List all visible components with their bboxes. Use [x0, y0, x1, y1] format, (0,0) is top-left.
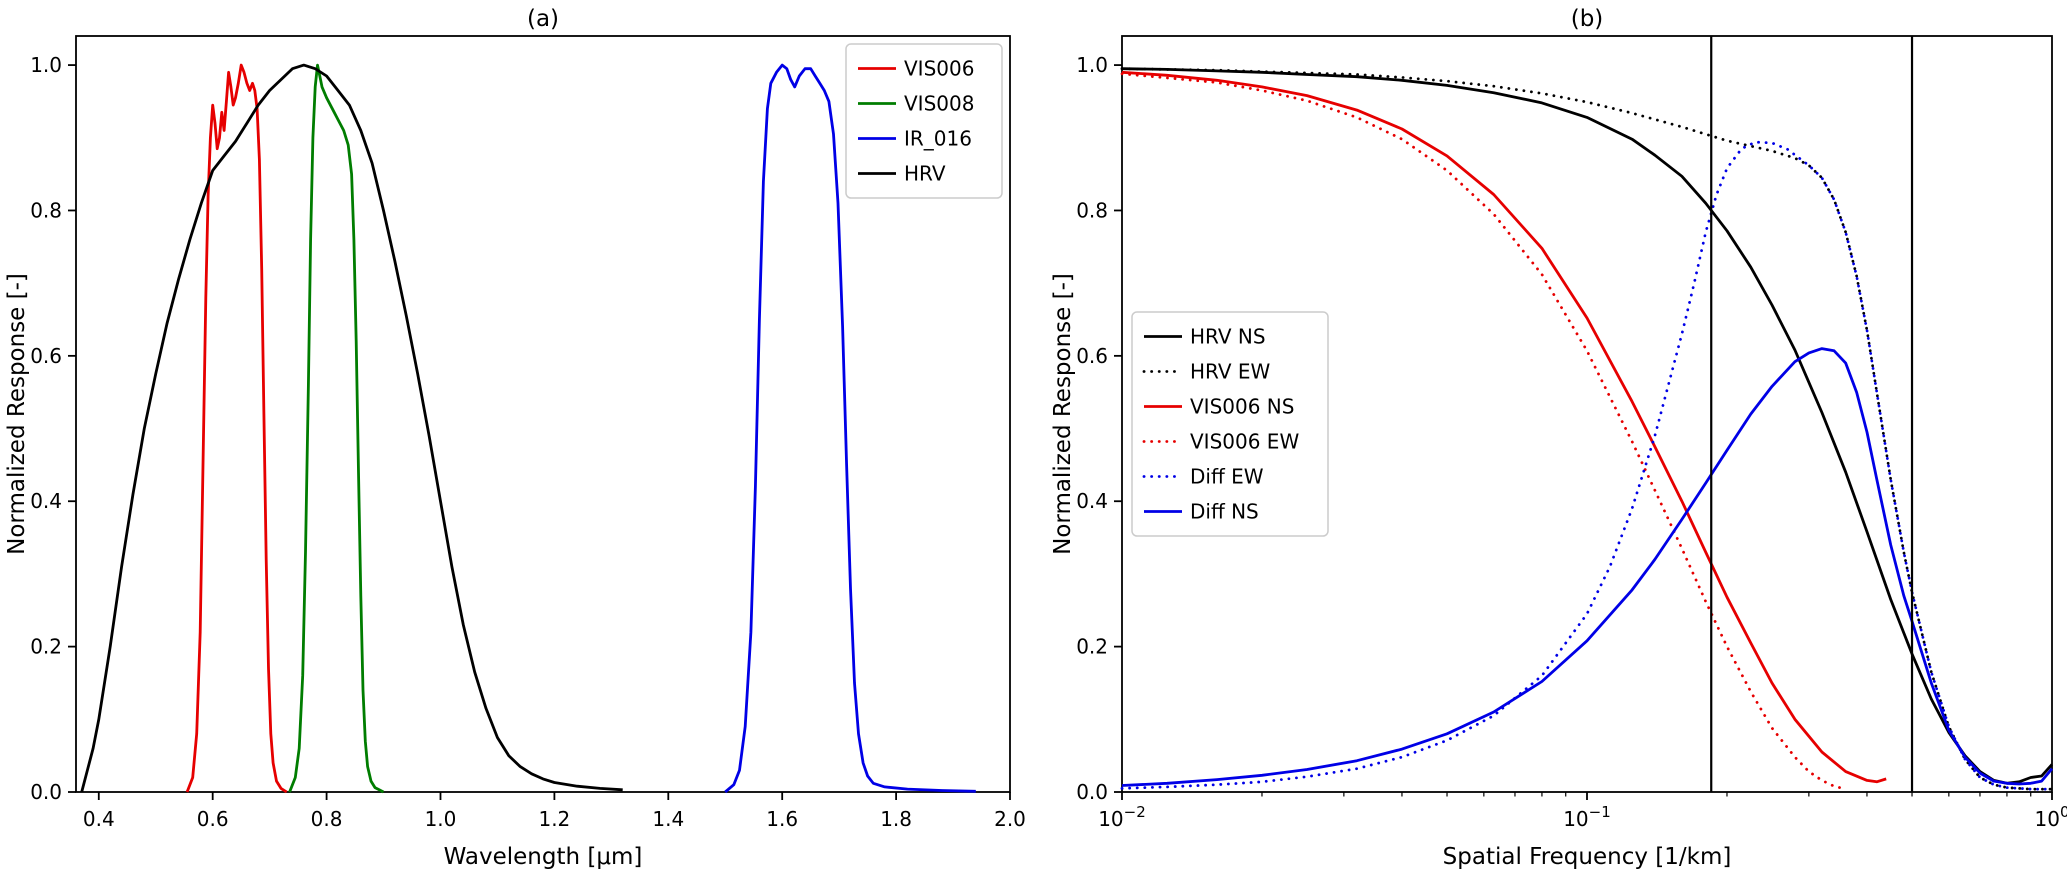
legend-label: VIS006 NS: [1190, 395, 1294, 419]
x-tick-label: 0.4: [83, 807, 115, 831]
x-tick-label: 0.6: [197, 807, 229, 831]
panel-a: (a)0.4 0.6 0.8 1.0 1.2 1.4 1.6 1.8 2.00.00.20.40…: [4, 6, 1026, 870]
y-tick-label: 0.2: [30, 635, 62, 659]
legend-box: [845, 43, 1003, 199]
y-axis-label-b: Normalized Response [-]: [1050, 273, 1076, 555]
legend-label: HRV EW: [1190, 360, 1271, 384]
legend-label: VIS006 EW: [1190, 430, 1299, 454]
legend-label: HRV NS: [1190, 325, 1266, 349]
y-axis-b: 0.0 0.2 0.4 0.6 0.8 1.0: [1076, 53, 1122, 804]
y-tick-label: 0.6: [30, 344, 62, 368]
series-hrv: [80, 63, 623, 793]
legend-label: Diff EW: [1190, 465, 1264, 489]
y-tick-label: 0.4: [1076, 489, 1108, 513]
y-tick-label: 0.8: [1076, 198, 1108, 222]
x-tick-label: 10−1: [1563, 803, 1611, 831]
y-axis-label-a: Normalized Response [-]: [4, 273, 30, 555]
x-tick-label: 1.2: [538, 807, 570, 831]
legend-label: HRV: [904, 162, 946, 186]
series-vis006-ns: [1121, 70, 1887, 784]
legend-a: VIS006 VIS008 IR_016 HRV: [845, 43, 1003, 199]
y-tick-label: 0.2: [1076, 635, 1108, 659]
legend-label: VIS008: [904, 92, 974, 116]
x-tick-label: 1.4: [652, 807, 684, 831]
x-tick-label: 1.8: [880, 807, 912, 831]
x-tick-label: 100: [2035, 803, 2067, 831]
y-tick-label: 0.0: [30, 780, 62, 804]
series-ir_016: [724, 63, 976, 794]
series-diff-ns: [1121, 347, 2054, 787]
y-tick-label: 0.6: [1076, 344, 1108, 368]
panel-title-a: (a): [527, 6, 559, 32]
series-vis006: [185, 63, 288, 794]
series-vis006-ew: [1120, 72, 1848, 791]
x-tick-label: 1.6: [766, 807, 798, 831]
x-tick-label: 2.0: [994, 807, 1026, 831]
series-hrv-ew: [1120, 67, 2054, 791]
y-tick-label: 0.8: [30, 198, 62, 222]
y-tick-label: 1.0: [30, 53, 62, 77]
legend-label: IR_016: [904, 127, 972, 151]
panel-title-b: (b): [1571, 6, 1604, 32]
axes-frame-a: [75, 35, 1011, 793]
y-tick-label: 1.0: [1076, 53, 1108, 77]
y-tick-label: 0.0: [1076, 780, 1108, 804]
y-axis-a: 0.0 0.2 0.4 0.6 0.8 1.0: [30, 53, 76, 804]
legend-label: VIS006: [904, 57, 974, 81]
x-tick-label: 10−2: [1098, 803, 1146, 831]
x-axis-label-b: Spatial Frequency [1/km]: [1443, 844, 1732, 870]
legend-label: Diff NS: [1190, 500, 1259, 524]
x-axis-b: 10−2 10−1 100: [1098, 792, 2067, 831]
y-tick-label: 0.4: [30, 489, 62, 513]
x-tick-label: 1.0: [425, 807, 457, 831]
series-vis008: [288, 63, 385, 794]
x-axis-label-a: Wavelength [μm]: [444, 844, 643, 870]
legend-b: HRV NS HRV EW VIS006 NS VIS006 EW Diff EW Dif…: [1131, 311, 1329, 537]
x-axis-a: 0.4 0.6 0.8 1.0 1.2 1.4 1.6 1.8 2.0: [83, 792, 1026, 831]
panel-b: (b) 10−2 10−1 100 0.0 0.2 0.4 0.6 0.8 1.0 Spatial …: [1050, 6, 2067, 870]
legend-box: [1131, 311, 1329, 537]
x-tick-label: 0.8: [311, 807, 343, 831]
